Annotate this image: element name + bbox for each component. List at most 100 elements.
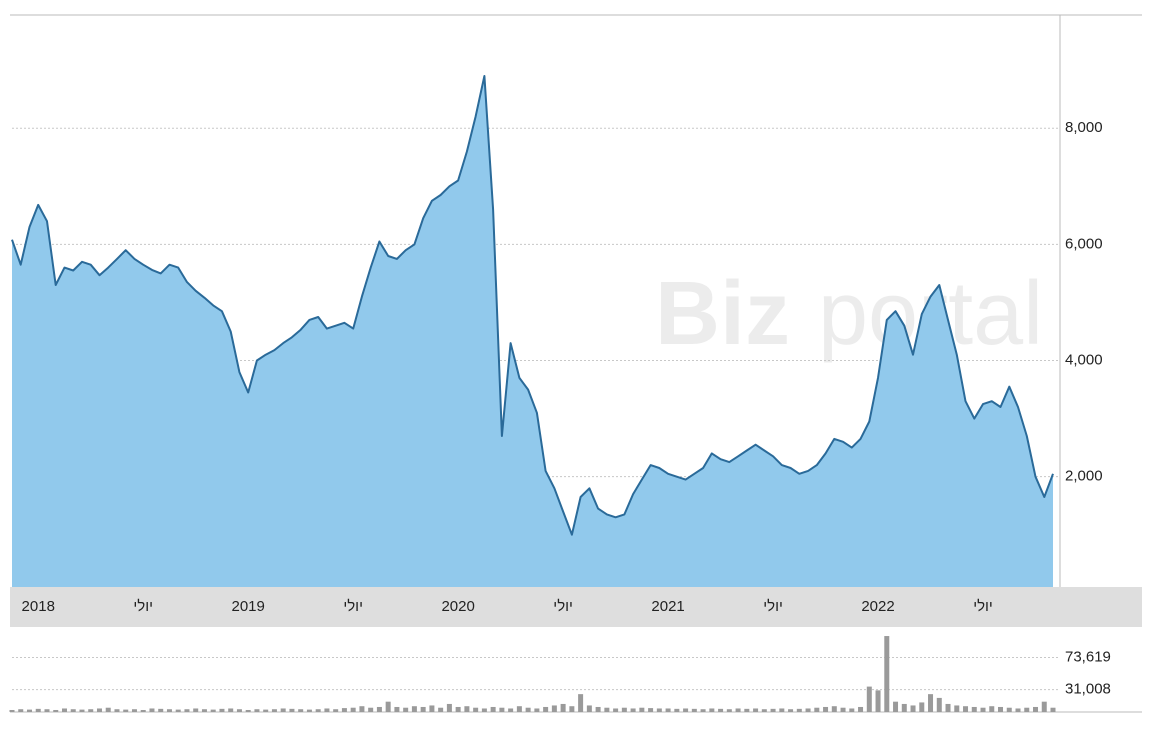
volume-bar [919, 702, 925, 712]
volume-bar [718, 708, 724, 712]
volume-bar [499, 707, 505, 712]
volume-bar [88, 709, 94, 712]
volume-bar [18, 709, 24, 712]
volume-bar [560, 703, 566, 712]
volume-bar [779, 708, 785, 712]
volume-bar [44, 709, 50, 712]
volume-bar [219, 708, 225, 712]
volume-bar [691, 708, 697, 712]
volume-bar [683, 708, 689, 712]
volume-bar [831, 706, 837, 712]
volume-bar [901, 703, 907, 712]
volume-bar [1050, 707, 1056, 712]
volume-bar [840, 707, 846, 712]
volume-bar [578, 694, 584, 712]
volume-bar [70, 709, 76, 712]
volume-bar [700, 709, 706, 712]
volume-bar [271, 709, 277, 712]
volume-bar [586, 705, 592, 712]
volume-bar [875, 690, 881, 712]
volume-bar [928, 694, 934, 712]
volume-bar [158, 708, 164, 712]
volume-bar [490, 706, 496, 712]
x-tick-label: יולי [973, 598, 993, 615]
y-tick-label: 73,619 [1065, 648, 1111, 665]
volume-bar [333, 709, 339, 712]
x-tick-label: 2018 [22, 598, 55, 615]
volume-bar [9, 709, 15, 712]
volume-bar [753, 708, 759, 712]
y-tick-label: 31,008 [1065, 681, 1111, 698]
volume-bar [761, 709, 767, 712]
volume-bar [280, 708, 286, 712]
x-tick-label: 2021 [651, 598, 684, 615]
volume-bar [788, 709, 794, 712]
volume-bar [823, 706, 829, 712]
volume-bar [989, 706, 995, 712]
volume-bar [359, 706, 365, 712]
volume-bar [166, 709, 172, 712]
volume-bar [298, 709, 304, 712]
volume-bar [866, 686, 872, 712]
volume-bar [149, 708, 155, 712]
volume-bar [289, 708, 295, 712]
volume-bar [709, 708, 715, 712]
volume-bar [315, 709, 321, 712]
volume-bar [61, 708, 67, 712]
volume-bar [735, 708, 741, 712]
volume-bar [368, 707, 374, 712]
volume-bar [140, 709, 146, 712]
volume-bar [350, 707, 356, 712]
volume-bar [446, 703, 452, 712]
volume-bar [814, 707, 820, 712]
volume-bar [648, 708, 654, 712]
volume-bar [236, 709, 242, 712]
volume-bar [796, 708, 802, 712]
volume-bar [936, 697, 942, 712]
volume-bar [123, 709, 129, 712]
volume-bar [595, 706, 601, 712]
price-line [11, 75, 1054, 536]
volume-bar [674, 708, 680, 712]
volume-bar [263, 709, 269, 712]
volume-bar [980, 707, 986, 712]
volume-bar [464, 706, 470, 712]
volume-bar [35, 708, 41, 712]
volume-bar [438, 707, 444, 712]
volume-bar [963, 706, 969, 712]
y-tick-label: 2,000 [1065, 468, 1103, 485]
volume-bar [508, 708, 514, 712]
volume-bar [805, 708, 811, 712]
volume-bar [455, 706, 461, 712]
volume-bar [525, 707, 531, 712]
volume-bar [394, 706, 400, 712]
x-tick-label: יולי [553, 598, 573, 615]
volume-bar [945, 703, 951, 712]
x-tick-label: יולי [133, 598, 153, 615]
volume-bar [639, 707, 645, 712]
y-tick-label: 8,000 [1065, 119, 1103, 136]
volume-bar [534, 708, 540, 712]
x-tick-label: יולי [763, 598, 783, 615]
volume-bar [411, 706, 417, 712]
volume-bar [429, 705, 435, 712]
volume-bar [228, 708, 234, 712]
volume-bar [604, 707, 610, 712]
volume-bar [910, 705, 916, 712]
volume-bar [998, 706, 1004, 712]
volume-bar [665, 708, 671, 712]
volume-bar [849, 708, 855, 712]
volume-bar [621, 707, 627, 712]
volume-bar [481, 708, 487, 712]
volume-bar [1041, 701, 1047, 712]
volume-bar [770, 708, 776, 712]
volume-bar [245, 709, 251, 712]
x-tick-label: 2022 [861, 598, 894, 615]
volume-bar [630, 708, 636, 712]
volume-bar [105, 707, 111, 712]
volume-bar [954, 705, 960, 712]
y-tick-label: 4,000 [1065, 351, 1103, 368]
volume-bar [1033, 706, 1039, 712]
volume-bar [516, 706, 522, 712]
